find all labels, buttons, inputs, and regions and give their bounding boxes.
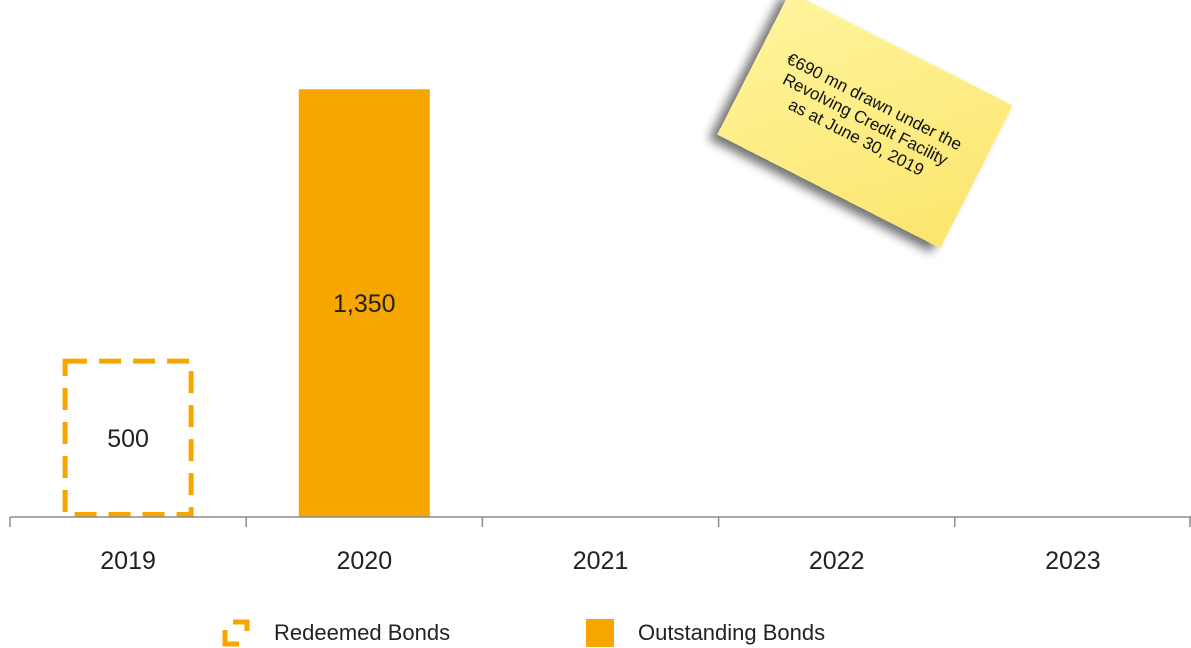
x-tick-label-2019: 2019 — [100, 547, 156, 575]
x-tick-label-2020: 2020 — [336, 547, 392, 575]
x-tick-labels: 2019 2020 2021 2022 2023 — [100, 547, 1100, 575]
bars-group — [62, 89, 430, 517]
bar-outstanding-2020 — [298, 89, 430, 517]
legend-label-outstanding: Outstanding Bonds — [638, 620, 826, 645]
legend-swatch-redeemed-icon — [222, 619, 250, 647]
legend-item-outstanding: Outstanding Bonds — [586, 618, 825, 648]
x-tick-label-2022: 2022 — [809, 547, 865, 575]
data-labels: 500 1,350 — [107, 290, 395, 453]
data-label-2020: 1,350 — [333, 290, 396, 318]
legend-label-redeemed: Redeemed Bonds — [274, 620, 451, 645]
bar-redeemed-2019 — [62, 358, 194, 517]
x-tick-label-2021: 2021 — [573, 547, 629, 575]
legend-swatch-outstanding-icon — [586, 619, 614, 647]
legend: Redeemed Bonds Outstanding Bonds — [0, 618, 1191, 648]
legend-item-redeemed: Redeemed Bonds — [222, 618, 450, 648]
x-axis — [9, 516, 1191, 527]
x-tick-label-2023: 2023 — [1045, 547, 1101, 575]
data-label-2019: 500 — [107, 425, 149, 453]
bond-maturity-chart: 2019 2020 2021 2022 2023 500 1,350 — [9, 89, 1191, 575]
